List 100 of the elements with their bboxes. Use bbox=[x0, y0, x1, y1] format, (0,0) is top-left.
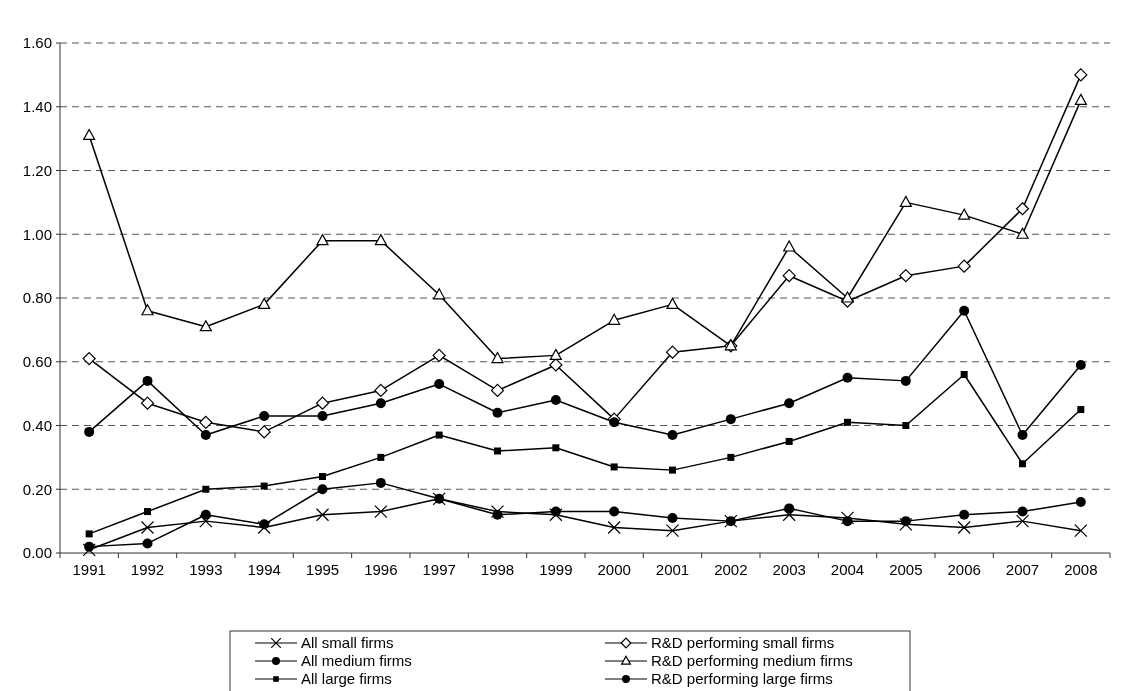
point bbox=[1077, 406, 1085, 414]
point bbox=[667, 512, 678, 523]
point bbox=[319, 473, 326, 480]
point bbox=[144, 508, 151, 516]
point bbox=[199, 320, 212, 332]
y-tick-label: 0.00 bbox=[22, 544, 52, 562]
point bbox=[899, 269, 913, 283]
x-tick-label: 2006 bbox=[947, 561, 981, 578]
point bbox=[492, 509, 503, 520]
point bbox=[784, 398, 795, 409]
point bbox=[202, 485, 210, 493]
point bbox=[434, 379, 445, 390]
point bbox=[435, 431, 443, 439]
x-tick-label: 2008 bbox=[1064, 561, 1098, 578]
point bbox=[842, 372, 853, 383]
point bbox=[199, 514, 213, 528]
point bbox=[900, 516, 911, 527]
x-tick-label: 2000 bbox=[597, 561, 631, 578]
x-tick-label: 1999 bbox=[539, 561, 573, 578]
legend-label: All small firms bbox=[301, 634, 394, 652]
point bbox=[257, 520, 271, 535]
point bbox=[1074, 68, 1088, 82]
point bbox=[960, 371, 968, 378]
point bbox=[85, 530, 93, 538]
point bbox=[317, 484, 328, 495]
point bbox=[1015, 202, 1030, 216]
point bbox=[550, 506, 561, 517]
point bbox=[609, 506, 620, 517]
point bbox=[375, 477, 386, 488]
point bbox=[665, 524, 680, 538]
point bbox=[257, 425, 271, 439]
point bbox=[491, 351, 504, 364]
point bbox=[899, 195, 912, 207]
point bbox=[432, 348, 446, 362]
x-tick-label: 2003 bbox=[772, 561, 806, 578]
y-tick-label: 1.60 bbox=[22, 34, 52, 52]
point bbox=[667, 430, 678, 441]
point bbox=[377, 453, 385, 461]
point bbox=[1017, 430, 1028, 441]
y-tick-label: 0.40 bbox=[22, 416, 52, 434]
x-tick-label: 1991 bbox=[72, 561, 106, 578]
point bbox=[1019, 460, 1026, 468]
point bbox=[1074, 524, 1088, 538]
x-tick-label: 1996 bbox=[364, 561, 398, 578]
point bbox=[549, 508, 563, 522]
point bbox=[727, 453, 735, 461]
point bbox=[142, 375, 153, 386]
point bbox=[957, 259, 971, 273]
point bbox=[841, 291, 854, 303]
point bbox=[1075, 359, 1086, 370]
point bbox=[258, 297, 271, 309]
x-tick-label: 1997 bbox=[422, 561, 456, 578]
legend-label: All medium firms bbox=[301, 652, 412, 670]
point bbox=[374, 234, 387, 246]
point bbox=[317, 410, 328, 421]
point bbox=[549, 348, 562, 360]
point bbox=[200, 430, 211, 441]
x-tick-label: 2007 bbox=[1005, 561, 1040, 578]
point bbox=[140, 520, 155, 535]
legend-label: R&D performing small firms bbox=[651, 634, 835, 652]
x-tick-label: 1994 bbox=[247, 561, 281, 578]
point bbox=[490, 383, 505, 398]
point bbox=[609, 417, 620, 428]
point bbox=[783, 240, 796, 252]
point bbox=[608, 313, 621, 325]
point bbox=[1015, 514, 1030, 528]
point bbox=[141, 304, 154, 316]
point bbox=[959, 305, 970, 316]
point bbox=[665, 345, 680, 359]
point bbox=[610, 463, 618, 471]
legend-label: R&D performing large firms bbox=[651, 670, 833, 688]
x-tick-label: 2005 bbox=[889, 561, 923, 578]
point bbox=[669, 466, 676, 474]
point bbox=[549, 358, 563, 372]
point bbox=[140, 396, 155, 410]
x-tick-label: 1993 bbox=[189, 561, 223, 578]
point bbox=[1074, 93, 1087, 105]
y-tick-label: 1.00 bbox=[22, 225, 52, 243]
point bbox=[374, 383, 388, 398]
point bbox=[844, 418, 851, 426]
point bbox=[842, 516, 853, 527]
point bbox=[1017, 506, 1028, 517]
x-tick-label: 2002 bbox=[714, 561, 748, 578]
point bbox=[492, 407, 503, 418]
point bbox=[1016, 227, 1029, 239]
point bbox=[725, 414, 736, 425]
point bbox=[782, 508, 796, 522]
y-tick-label: 0.60 bbox=[22, 353, 52, 370]
point bbox=[900, 375, 911, 386]
point bbox=[200, 509, 211, 520]
point bbox=[142, 538, 153, 549]
x-tick-label: 1998 bbox=[480, 561, 515, 578]
point bbox=[1075, 497, 1086, 507]
x-tick-label: 1992 bbox=[130, 561, 165, 578]
x-tick-label: 2001 bbox=[655, 561, 690, 578]
point bbox=[260, 482, 268, 490]
point bbox=[785, 437, 793, 445]
point bbox=[84, 541, 95, 552]
y-tick-label: 1.20 bbox=[22, 161, 52, 179]
point bbox=[375, 398, 386, 409]
